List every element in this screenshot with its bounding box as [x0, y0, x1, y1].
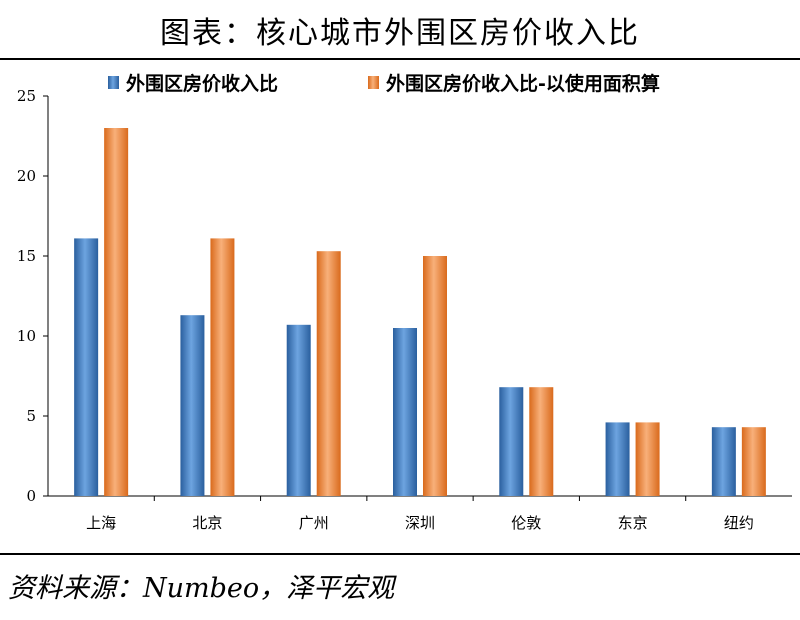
chart-title: 图表：核心城市外围区房价收入比 — [160, 16, 640, 51]
y-tick-label: 0 — [26, 487, 36, 505]
bar-chart: 外围区房价收入比 外围区房价收入比-以使用面积算 0 5 10 15 20 25 上海 北京 广… — [17, 72, 792, 532]
source-note: 资料来源：Numbeo，泽平宏观 — [8, 573, 395, 604]
x-category-label: 深圳 — [405, 514, 435, 532]
chart-legend: 外围区房价收入比 外围区房价收入比-以使用面积算 — [108, 72, 660, 95]
bar-ratio — [711, 427, 736, 496]
y-tick-label: 5 — [26, 407, 36, 425]
bar-ratio-usable-area — [423, 256, 447, 496]
legend-swatch — [368, 76, 379, 89]
bar-ratio-usable-area — [210, 238, 235, 496]
chart-bars — [74, 128, 766, 496]
x-category-label: 纽约 — [724, 514, 754, 532]
y-tick-label: 20 — [17, 167, 36, 185]
source-divider — [0, 553, 800, 555]
bar-ratio-usable-area — [316, 251, 341, 496]
x-category-label: 东京 — [618, 514, 648, 532]
x-category-label: 伦敦 — [511, 514, 541, 532]
bar-ratio — [605, 422, 630, 496]
bar-ratio-usable-area — [529, 387, 554, 496]
legend-label: 外围区房价收入比 — [126, 72, 278, 95]
y-tick-label: 25 — [17, 87, 36, 105]
bar-ratio-usable-area — [104, 128, 129, 496]
bar-ratio-usable-area — [635, 422, 660, 496]
legend-swatch — [108, 76, 119, 89]
bar-ratio-usable-area — [741, 427, 766, 496]
bar-ratio — [286, 324, 311, 496]
y-tick-label: 15 — [17, 247, 36, 265]
bar-ratio — [180, 315, 205, 496]
bar-ratio — [74, 238, 99, 496]
x-category-label: 北京 — [192, 514, 222, 532]
title-divider — [0, 58, 800, 60]
bar-ratio — [393, 328, 417, 496]
chart-axes: 0 5 10 15 20 25 — [17, 87, 792, 505]
x-category-label: 上海 — [86, 514, 116, 532]
legend-label: 外围区房价收入比-以使用面积算 — [386, 72, 660, 95]
bar-ratio — [499, 387, 524, 496]
x-category-label: 广州 — [299, 514, 329, 532]
y-tick-label: 10 — [17, 327, 36, 345]
chart-category-labels: 上海 北京 广州 深圳 伦敦 东京 纽约 — [86, 514, 754, 532]
